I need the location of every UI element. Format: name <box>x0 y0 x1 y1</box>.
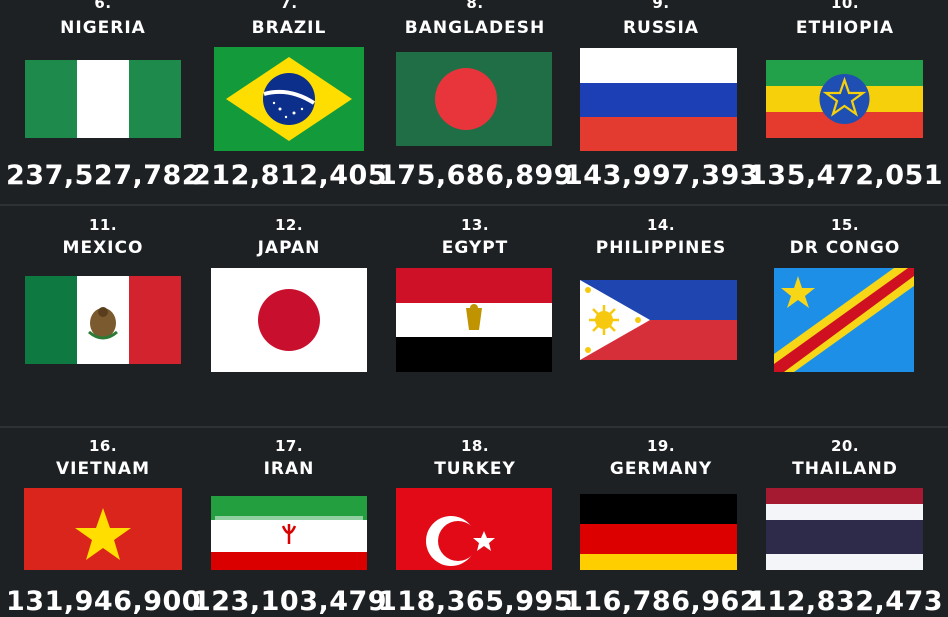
population-value: 112,832,473 <box>748 586 944 617</box>
country-name: NIGERIA <box>60 18 146 38</box>
country-name: MEXICO <box>62 238 144 258</box>
rank-label: 11. <box>88 216 118 234</box>
country-card-iran: 17. IRAN <box>196 427 382 570</box>
country-name: RUSSIA <box>622 18 700 38</box>
japan-flag <box>211 268 367 372</box>
country-card-mexico: 11. MEXICO 131,946,900 <box>6 205 201 617</box>
country-name: TURKEY <box>434 459 516 479</box>
rank-label: 7. <box>280 0 298 12</box>
country-card-vietnam: 16. VIETNAM <box>10 427 196 570</box>
country-name: PHILIPPINES <box>595 238 727 258</box>
country-card-thailand: 20. THAILAND <box>752 427 938 570</box>
rank-label: 18. <box>460 437 490 455</box>
population-value: 131,946,900 <box>6 586 202 617</box>
nigeria-flag <box>25 60 181 138</box>
population-value: 143,997,393 <box>564 160 760 191</box>
bangladesh-flag <box>396 52 552 146</box>
rank-label: 6. <box>94 0 112 12</box>
country-name: DR CONGO <box>789 238 901 258</box>
rank-label: 10. <box>830 0 860 12</box>
philippines-flag <box>580 280 737 360</box>
rank-label: 19. <box>646 437 676 455</box>
dr-congo-flag <box>774 268 914 372</box>
rank-label: 20. <box>830 437 860 455</box>
population-value: 116,786,962 <box>564 586 760 617</box>
population-value: 135,472,051 <box>748 160 944 191</box>
rank-label: 9. <box>652 0 670 12</box>
country-card-bangladesh: 8. BANGLADESH 175,686,899 <box>378 0 573 205</box>
thailand-flag <box>766 488 923 570</box>
brazil-flag <box>214 47 364 151</box>
vietnam-flag <box>24 488 182 570</box>
row-ranks-16-20: 16. VIETNAM 17. IRAN <box>0 427 948 570</box>
country-name: VIETNAM <box>56 459 150 479</box>
germany-flag <box>580 494 737 570</box>
country-name: BRAZIL <box>251 18 327 38</box>
country-card-brazil: 7. BRAZIL 212,812,405 <box>192 0 387 205</box>
rank-label: 17. <box>274 437 304 455</box>
population-value: 212,812,405 <box>192 160 388 191</box>
rank-label: 15. <box>830 216 860 234</box>
country-card-germany: 19. GERMANY <box>568 427 754 570</box>
country-card-ethiopia: 10. ETHIOPIA 135,472,051 <box>748 0 943 205</box>
country-name: THAILAND <box>792 459 898 479</box>
rank-label: 12. <box>274 216 304 234</box>
row-divider <box>0 204 948 206</box>
country-card-russia: 9. RUSSIA 143,997,393 <box>564 0 759 205</box>
country-name: JAPAN <box>257 238 321 258</box>
rank-label: 16. <box>88 437 118 455</box>
country-name: IRAN <box>263 459 315 479</box>
country-name: ETHIOPIA <box>795 18 895 38</box>
country-name: EGYPT <box>441 238 509 258</box>
ethiopia-flag <box>766 60 923 138</box>
country-card-dr-congo: 15. DR CONGO 112,832,473 <box>748 205 943 617</box>
rank-label: 8. <box>466 0 484 12</box>
country-card-nigeria: 6. NIGERIA 237,527,782 <box>6 0 201 205</box>
iran-flag <box>211 496 367 570</box>
mexico-flag <box>25 276 181 364</box>
row-ranks-11-15: 11. MEXICO 131,946,900 12. JAPAN <box>0 205 948 617</box>
row-ranks-6-10: 6. NIGERIA 237,527,782 7. BRAZIL <box>0 0 948 205</box>
population-value: 123,103,479 <box>192 586 388 617</box>
country-card-egypt: 13. EGYPT 118,365,995 <box>378 205 573 617</box>
country-card-japan: 12. JAPAN 123,103,479 <box>192 205 387 617</box>
russia-flag <box>580 48 737 151</box>
rank-label: 14. <box>646 216 676 234</box>
country-card-turkey: 18. TURKEY <box>382 427 568 570</box>
population-value: 237,527,782 <box>6 160 202 191</box>
egypt-flag <box>396 268 552 372</box>
country-name: GERMANY <box>609 459 713 479</box>
country-name: BANGLADESH <box>404 18 546 38</box>
population-value: 175,686,899 <box>378 160 574 191</box>
country-card-philippines: 14. PHILIPPINES 116,786,962 <box>564 205 759 617</box>
row-divider <box>0 426 948 428</box>
rank-label: 13. <box>460 216 490 234</box>
turkey-flag <box>396 488 552 570</box>
population-value: 118,365,995 <box>378 586 574 617</box>
